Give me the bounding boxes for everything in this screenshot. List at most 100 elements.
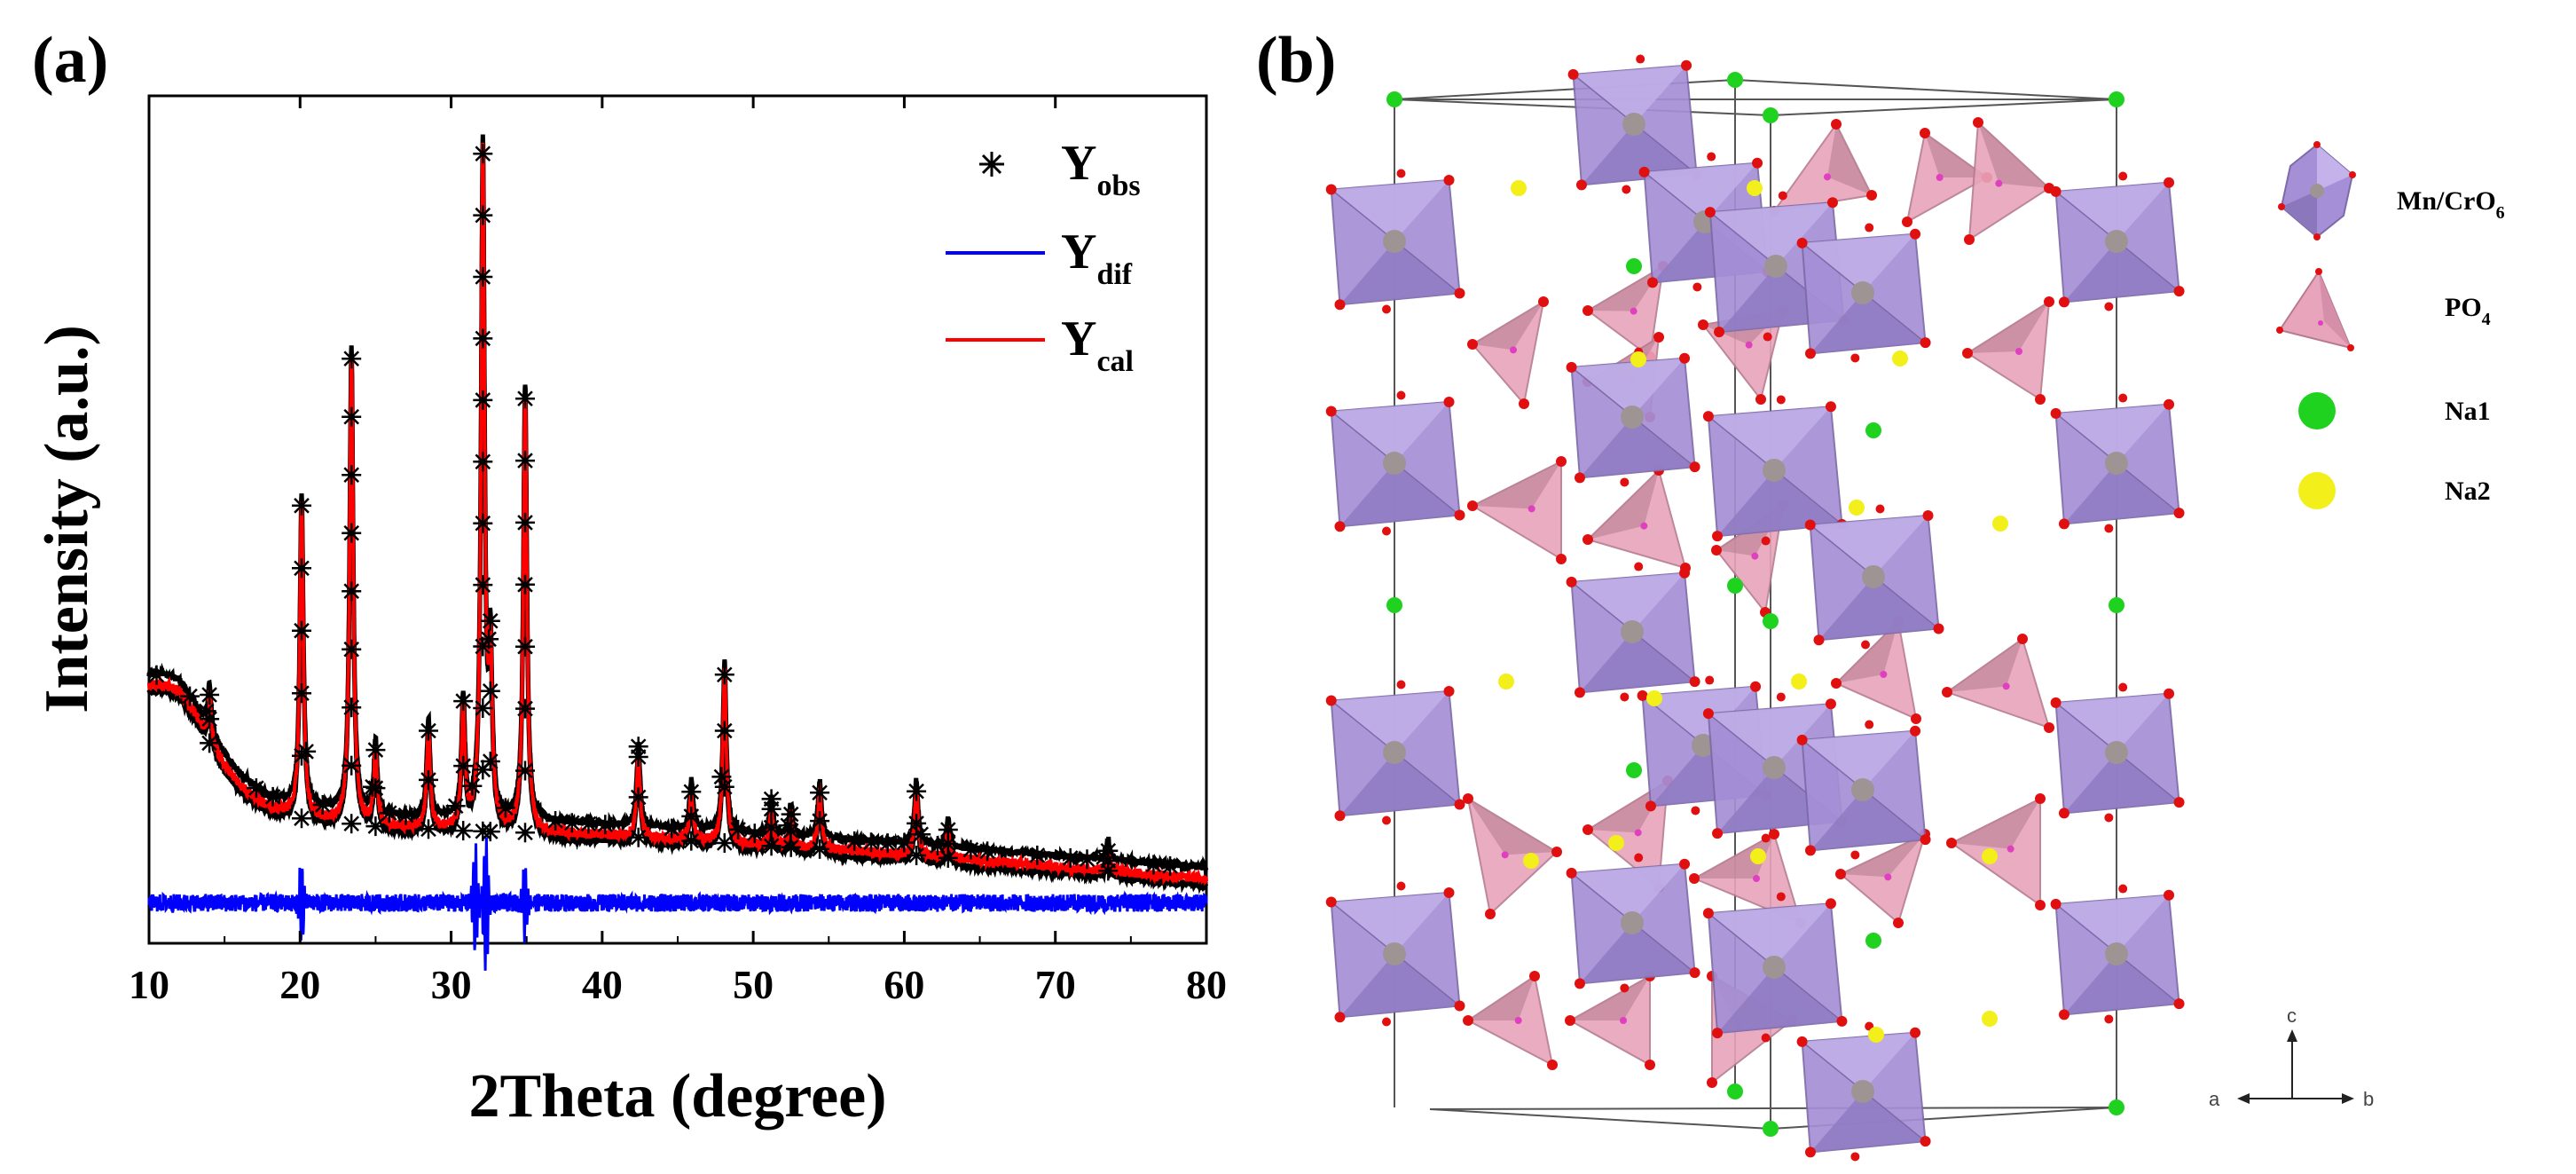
po4-tetrahedron [1583,465,1691,573]
obs-marker [515,389,535,409]
crystal-structure [1325,54,2185,1162]
obs-marker [473,205,493,225]
obs-marker [978,841,998,862]
na1-atom [2109,91,2124,107]
legend-label-na1: Na1 [2445,397,2491,426]
obs-marker [1143,855,1164,875]
octahedron-icon [2278,141,2356,240]
obs-marker [292,620,311,641]
obs-marker [714,665,734,685]
na1-atom [1763,613,1779,629]
obs-marker [810,811,830,831]
tetrahedron-icon [2276,268,2354,351]
obs-marker [810,839,830,859]
obs-marker [146,665,167,685]
obs-marker [515,823,535,843]
obs-marker [681,806,702,826]
obs-marker [781,837,801,857]
compass-label-c: c [2287,1005,2297,1027]
obs-marker [1094,847,1114,867]
obs-marker [342,406,362,427]
obs-marker [473,267,493,287]
obs-marker [180,686,200,706]
obs-marker [342,814,362,834]
panel-b: (b) Mn/CrO6 [1256,24,2505,1162]
obs-marker [363,776,382,797]
na2-atom [1498,674,1514,689]
obs-marker [844,831,865,851]
po4-tetrahedron [1467,296,1549,409]
na2-atom [1523,853,1539,869]
x-tick-label: 80 [1186,962,1227,1007]
legend-label-po4: PO4 [2445,293,2491,329]
po4-tetrahedron [1769,119,1877,217]
x-tick-label: 10 [129,962,169,1007]
compass-label-b: b [2363,1088,2374,1110]
po4-tetrahedron [1942,634,2054,733]
obs-marker [473,144,493,164]
obs-marker [562,813,582,833]
obs-marker [342,755,362,776]
compass-label-a: a [2209,1088,2220,1110]
obs-marker [515,698,535,719]
obs-marker [728,819,749,839]
na2-atom [1750,848,1766,864]
na2-atom [1608,835,1624,851]
po4-tetrahedron [1565,971,1655,1070]
obs-marker [761,817,781,838]
obs-marker [462,776,483,796]
po4-tetrahedron [1962,296,2054,405]
obs-marker [1060,847,1080,868]
mncro6-octahedron [1325,680,1465,825]
obs-marker [1027,845,1048,865]
obs-marker [473,328,493,349]
legend-item-na2: Na2 [2298,472,2491,509]
obs-marker [342,697,362,718]
obs-marker [365,740,386,760]
x-tick-label: 20 [279,962,320,1007]
obs-marker [628,737,648,757]
obs-marker [961,839,981,860]
x-axis-title: 2Theta (degree) [468,1062,886,1131]
obs-marker [714,833,734,853]
obs-marker [479,629,499,650]
legend-item-mncro6: Mn/CrO6 [2278,141,2505,240]
obs-marker [196,701,216,721]
yellow-sphere-icon [2298,472,2336,509]
legend-label-obs: Yobs [1061,136,1141,202]
mncro6-octahedron [1702,892,1848,1043]
panel-b-label: (b) [1256,24,1336,97]
obs-marker [342,465,362,485]
obs-marker [628,827,648,847]
na2-atom [1849,500,1865,516]
legend-item-po4: PO4 [2276,268,2491,351]
obs-marker [292,683,311,704]
x-tick-label: 60 [884,962,924,1007]
obs-marker [761,789,781,809]
obs-marker [365,778,386,799]
x-tick-label: 40 [582,962,623,1007]
unit-cell-edge [1429,1108,1771,1130]
mncro6-octahedron [1566,853,1700,993]
obs-marker [515,451,535,471]
star-marker-icon [979,152,1004,177]
obs-marker [1077,849,1097,870]
obs-marker [894,832,915,853]
obs-marker [761,836,781,856]
na1-atom [1727,578,1743,594]
plot-area [146,134,1209,971]
mncro6-octahedron [1566,347,1700,487]
obs-marker [419,769,438,790]
legend-label-dif: Ydif [1061,225,1133,291]
mncro6-octahedron [1796,720,1931,860]
obs-marker [495,798,515,818]
po4-tetrahedron [1689,829,1806,928]
unit-cell-edge [1734,79,2117,100]
na1-atom [1626,762,1642,778]
obs-marker [419,721,438,741]
mncro6-octahedron [1796,223,1931,363]
mncro6-octahedron [2050,171,2185,311]
obs-marker [473,698,493,718]
x-tick-label: 30 [431,962,472,1007]
